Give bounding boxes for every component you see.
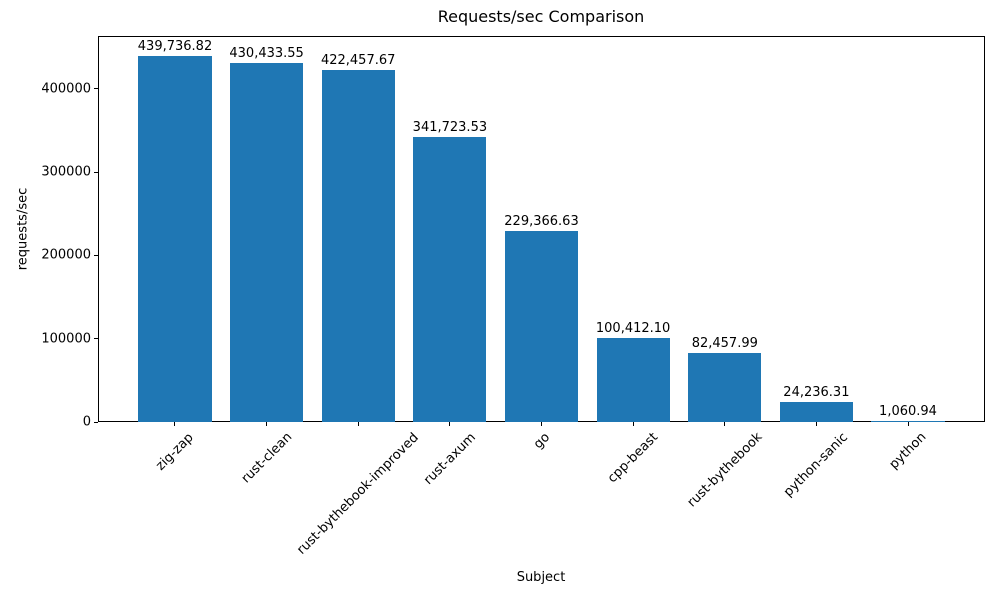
bar	[504, 230, 579, 422]
y-axis-tick	[94, 422, 98, 423]
bar-value-label: 229,366.63	[504, 213, 579, 229]
x-axis-tick	[358, 422, 359, 426]
bar-value-label: 439,736.82	[137, 38, 213, 54]
bar	[230, 63, 304, 422]
x-tick-label: python-sanic	[781, 430, 852, 500]
y-tick-label: 100000	[41, 331, 91, 347]
x-axis-tick	[633, 422, 634, 426]
y-tick-label: 400000	[41, 81, 91, 97]
x-axis-tick	[908, 422, 909, 426]
bar-value-label: 341,723.53	[412, 120, 488, 136]
y-tick-label: 300000	[41, 164, 91, 180]
y-tick-label: 200000	[41, 247, 91, 263]
x-axis-label: Subject	[516, 570, 566, 585]
x-tick-label: rust-bythebook	[684, 429, 766, 511]
bar-value-label: 430,433.55	[229, 46, 304, 62]
x-tick-label: rust-clean	[238, 429, 295, 487]
bar	[779, 401, 853, 422]
bar	[138, 55, 212, 422]
x-tick-label: python	[886, 429, 930, 473]
chart-title: Requests/sec Comparison	[437, 7, 645, 26]
y-axis-tick	[94, 88, 98, 89]
bar-value-label: 1,060.94	[879, 404, 937, 419]
x-tick-label: cpp-beast	[605, 429, 662, 486]
bar	[321, 70, 395, 422]
y-axis-tick	[94, 255, 98, 256]
bar	[688, 353, 762, 422]
x-axis-tick	[724, 422, 725, 426]
x-tick-label: zig-zap	[153, 429, 197, 474]
x-axis-tick	[449, 422, 450, 426]
bar-value-label: 100,412.10	[595, 321, 671, 337]
x-tick-label: go	[530, 429, 553, 453]
bar	[413, 137, 487, 422]
bar-value-label: 82,457.99	[691, 336, 758, 352]
y-tick-label: 0	[82, 414, 91, 430]
x-tick-label: rust-bythebook-improved	[294, 429, 422, 558]
x-axis-tick	[816, 422, 817, 426]
bar	[871, 421, 945, 422]
x-tick-label: rust-axum	[420, 430, 479, 488]
x-axis-tick	[174, 422, 175, 426]
x-axis-tick	[266, 422, 267, 426]
x-axis-tick	[541, 422, 542, 426]
y-axis-tick	[94, 338, 98, 339]
bar	[596, 338, 670, 422]
y-axis-tick	[94, 172, 98, 173]
y-axis-label: requests/sec	[15, 187, 31, 271]
bar-value-label: 24,236.31	[783, 384, 850, 400]
bar-value-label: 422,457.67	[320, 53, 396, 68]
